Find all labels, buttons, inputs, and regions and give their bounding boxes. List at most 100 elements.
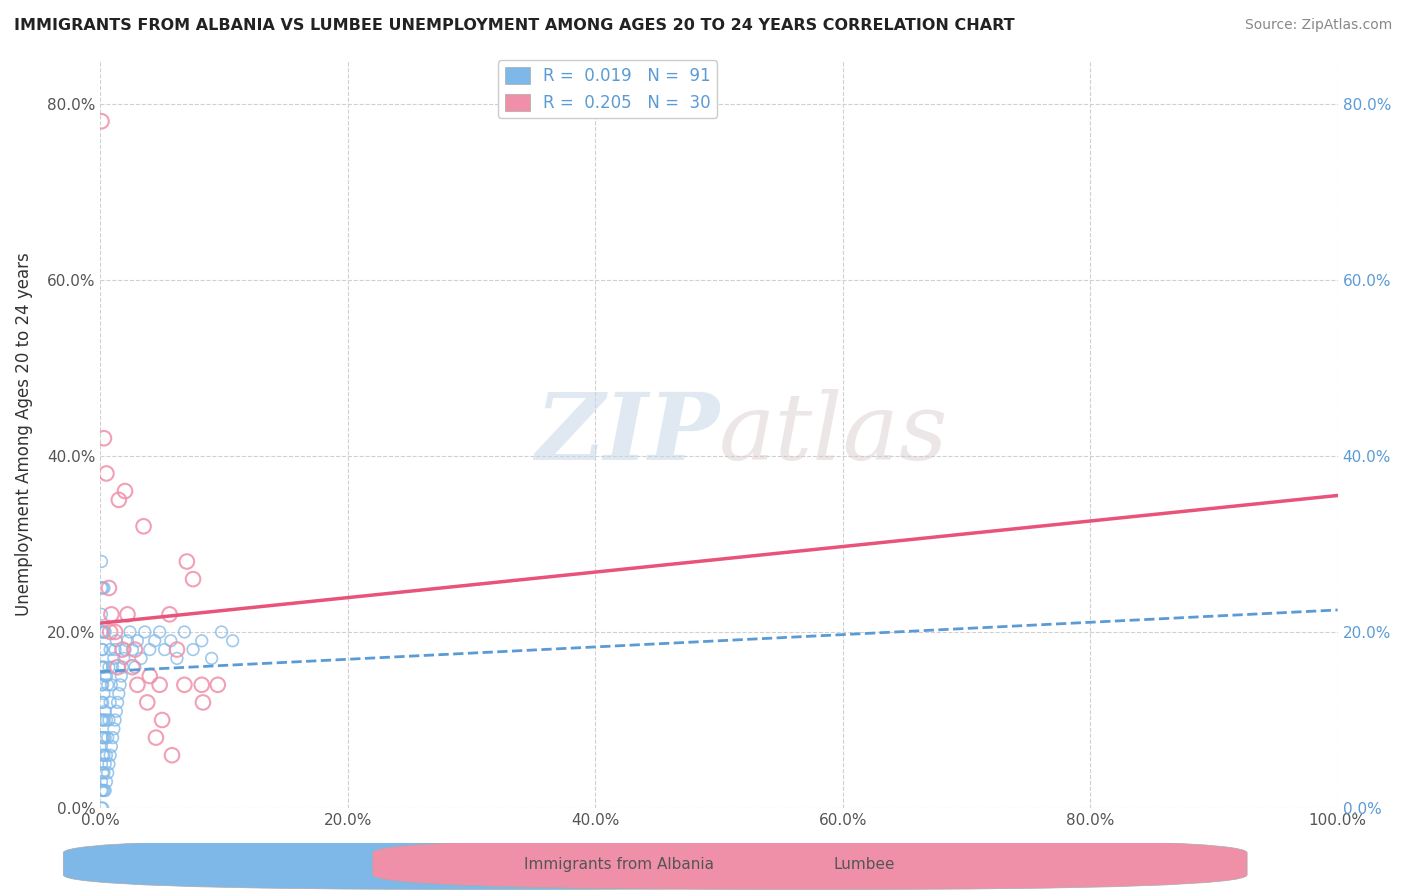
Point [93,581,115,595]
Point [96,774,118,789]
Point [90,678,112,692]
Point [153,642,176,657]
Point [96,467,118,481]
Point [93,431,115,445]
Point [201,651,224,665]
Point [173,624,195,639]
Point [190,633,212,648]
Point [94,783,117,797]
Point [93,731,115,745]
FancyBboxPatch shape [373,838,1247,889]
Point [91,624,114,639]
Point [90,757,112,772]
Y-axis label: Unemployment Among Ages 20 to 24 years: Unemployment Among Ages 20 to 24 years [15,252,32,615]
Point [90,739,112,754]
Point [181,572,204,586]
Point [91,731,114,745]
Point [104,713,127,727]
Point [145,731,167,745]
Point [90,774,112,789]
Point [129,651,152,665]
Point [93,713,115,727]
Point [136,695,159,709]
Point [124,642,146,657]
Point [159,633,181,648]
Point [114,642,136,657]
Point [110,669,132,683]
Text: IMMIGRANTS FROM ALBANIA VS LUMBEE UNEMPLOYMENT AMONG AGES 20 TO 24 YEARS CORRELA: IMMIGRANTS FROM ALBANIA VS LUMBEE UNEMPL… [14,18,1015,33]
Legend: R =  0.019   N =  91, R =  0.205   N =  30: R = 0.019 N = 91, R = 0.205 N = 30 [498,61,717,119]
Point [114,484,136,499]
Text: atlas: atlas [718,389,949,479]
Point [90,555,112,569]
Point [166,651,188,665]
Point [91,678,114,692]
Point [127,633,149,648]
Point [100,678,122,692]
Point [97,757,120,772]
Point [91,660,114,674]
Point [149,678,172,692]
Point [96,669,118,683]
Point [191,695,214,709]
Point [108,678,131,692]
Point [181,642,204,657]
Point [94,757,117,772]
Point [91,581,114,595]
Point [159,607,181,622]
Point [96,713,118,727]
Point [104,624,127,639]
Point [97,713,120,727]
Point [132,519,155,533]
Text: Source: ZipAtlas.com: Source: ZipAtlas.com [1244,18,1392,32]
Point [101,731,124,745]
Point [90,801,112,815]
Point [190,678,212,692]
Point [94,731,117,745]
Point [150,713,173,727]
Point [90,642,112,657]
Point [98,642,121,657]
Point [90,624,112,639]
Point [93,660,115,674]
Text: ZIP: ZIP [534,389,718,479]
Point [108,492,131,507]
Point [108,687,131,701]
Point [91,695,114,709]
Point [100,739,122,754]
FancyBboxPatch shape [63,838,938,889]
Point [97,660,120,674]
Point [104,642,127,657]
Point [107,695,129,709]
Text: Lumbee: Lumbee [834,856,896,871]
Point [90,731,112,745]
Point [90,114,112,128]
Point [134,624,156,639]
Point [91,765,114,780]
Point [101,660,124,674]
Point [173,678,195,692]
Point [124,660,146,674]
Point [98,748,121,763]
Point [94,624,117,639]
Point [111,642,134,657]
Point [93,765,115,780]
Point [143,633,166,648]
Point [111,660,134,674]
Point [103,651,125,665]
Point [91,748,114,763]
Point [90,713,112,727]
Point [166,642,188,657]
Point [97,731,120,745]
Point [105,704,128,718]
Point [117,607,139,622]
Point [105,633,128,648]
Text: Immigrants from Albania: Immigrants from Albania [524,856,714,871]
Point [94,669,117,683]
Point [112,651,135,665]
Point [121,660,143,674]
Point [221,633,243,648]
Point [93,624,115,639]
Point [139,642,162,657]
Point [90,660,112,674]
